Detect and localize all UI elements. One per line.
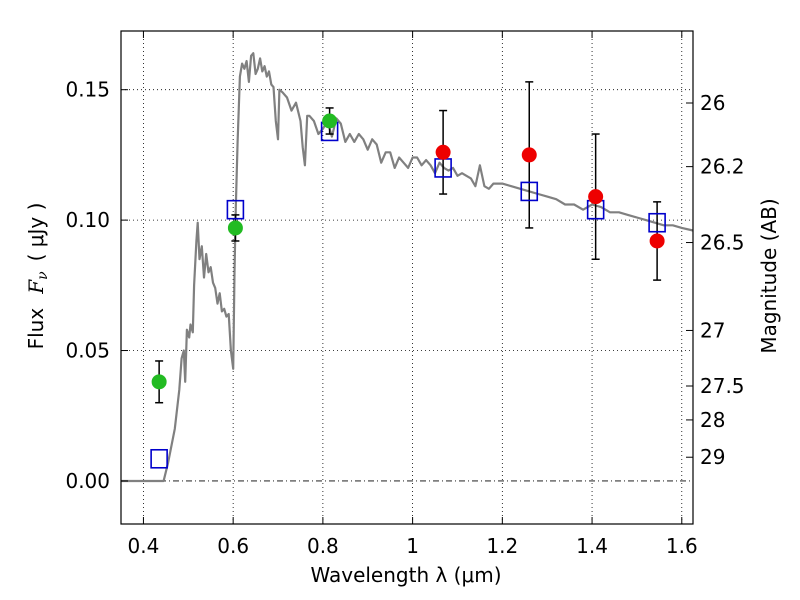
plot-frame: [120, 30, 694, 525]
y2-tick-label-6: 29: [700, 445, 725, 469]
y-tick-label-0: 0.00: [65, 469, 110, 493]
red-point-1: [521, 147, 537, 163]
model-box-0: [150, 448, 168, 469]
model-box-6: [648, 212, 666, 233]
y-axis-label-symbol: F: [24, 279, 48, 295]
x-tick-label-1: 0.6: [217, 534, 249, 558]
model-spectrum-line: [121, 52, 694, 483]
grid: [121, 31, 693, 524]
y-axis-label-subscript: ν: [35, 271, 51, 280]
y2-tick-label-4: 27.5: [700, 374, 745, 398]
y-tick-label-1: 0.05: [65, 339, 110, 363]
y-tick-label-2: 0.10: [65, 208, 110, 232]
x-tick-label-2: 0.8: [307, 534, 339, 558]
green-point-1: [227, 220, 243, 236]
y-tick-label-3: 0.15: [65, 78, 110, 102]
y2-tick-label-2: 26.5: [700, 231, 745, 255]
x-tick-label-5: 1.4: [576, 534, 608, 558]
green-point-2: [322, 113, 338, 129]
y2-tick-label-5: 28: [700, 408, 725, 432]
x-tick-label-3: 1: [406, 534, 419, 558]
x-tick-label-6: 1.6: [666, 534, 698, 558]
x-tick-label-0: 0.4: [128, 534, 160, 558]
green-point-0: [151, 374, 167, 390]
y2-tick-label-1: 26.2: [700, 155, 745, 179]
y2-ticks: 26 26.2 26.5 27 27.5 28 29: [686, 91, 745, 469]
y2-axis-label: Magnitude (AB): [757, 198, 781, 353]
model-box-4: [520, 181, 539, 202]
red-point-3: [649, 233, 665, 249]
y2-tick-label-3: 27: [700, 318, 725, 342]
observed-points: [151, 113, 665, 390]
y2-tick-label-0: 26: [700, 91, 725, 115]
x-ticks: 0.4 0.6 0.8 1 1.2 1.4 1.6: [128, 31, 698, 558]
model-spectrum-layer: [121, 52, 694, 483]
y-axis-label-unit: ( μJy ): [24, 203, 48, 262]
model-photometry-boxes: [150, 121, 666, 469]
red-point-2: [588, 189, 604, 205]
x-tick-label-4: 1.2: [486, 534, 518, 558]
y-axis-label-text: Flux: [24, 308, 48, 350]
y-axis-label: Flux Fν ( μJy ): [24, 203, 51, 350]
y-ticks: 0.00 0.05 0.10 0.15: [65, 78, 128, 493]
model-box-1: [226, 199, 245, 220]
red-point-0: [435, 144, 451, 160]
x-axis-label: Wavelength λ (μm): [310, 563, 501, 587]
